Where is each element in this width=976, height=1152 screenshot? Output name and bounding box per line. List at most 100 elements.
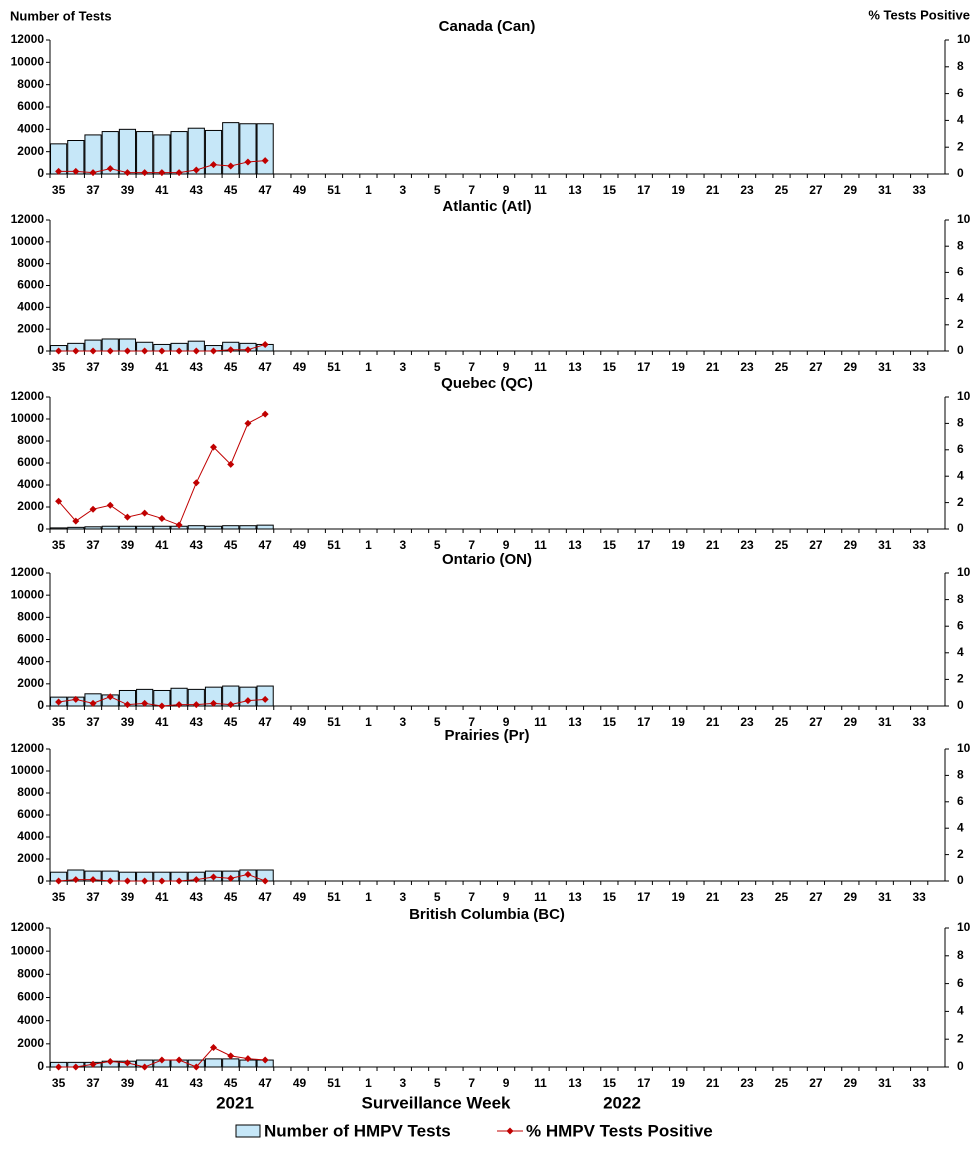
x-tick-label: 23 xyxy=(740,890,754,904)
point xyxy=(55,1063,63,1071)
x-tick-label: 19 xyxy=(672,715,686,729)
point xyxy=(192,1063,200,1071)
point xyxy=(175,1056,183,1064)
x-tick-label: 27 xyxy=(809,1076,823,1090)
x-tick-label: 31 xyxy=(878,360,892,374)
y2-tick-label: 8 xyxy=(957,768,964,782)
x-tick-label: 27 xyxy=(809,360,823,374)
x-tick-label: 11 xyxy=(534,360,547,374)
panel-title: Atlantic (Atl) xyxy=(442,198,531,215)
y2-tick-label: 10 xyxy=(957,212,971,226)
x-tick-label: 13 xyxy=(568,890,582,904)
point xyxy=(89,505,97,513)
y2-tick-label: 2 xyxy=(957,495,964,509)
y2-tick-label: 8 xyxy=(957,416,964,430)
x-tick-label: 43 xyxy=(190,715,204,729)
y-tick-label: 4000 xyxy=(17,829,44,843)
point xyxy=(210,1044,218,1052)
x-tick-label: 25 xyxy=(775,890,789,904)
point xyxy=(261,1056,269,1064)
x-tick-label: 31 xyxy=(878,183,892,197)
legend-marker xyxy=(506,1127,514,1135)
x-tick-label: 51 xyxy=(327,715,341,729)
x-tick-label: 9 xyxy=(503,183,510,197)
point xyxy=(106,877,114,885)
y-tick-label: 12000 xyxy=(11,389,45,403)
y-tick-label: 10000 xyxy=(11,234,45,248)
x-tick-label: 3 xyxy=(399,183,406,197)
x-tick-label: 27 xyxy=(809,890,823,904)
x-tick-label: 29 xyxy=(844,183,858,197)
x-tick-label: 43 xyxy=(190,538,204,552)
bar xyxy=(256,123,274,175)
y-tick-label: 8000 xyxy=(17,77,44,91)
bar xyxy=(170,131,188,175)
x-tick-label: 49 xyxy=(293,538,307,552)
point xyxy=(141,509,149,517)
y2-tick-label: 0 xyxy=(957,698,964,712)
y-tick-label: 12000 xyxy=(11,565,45,579)
point xyxy=(158,877,166,885)
x-tick-label: 1 xyxy=(365,360,372,374)
point xyxy=(192,701,200,709)
point xyxy=(210,161,218,169)
x-tick-label: 39 xyxy=(121,183,135,197)
x-tick-label: 23 xyxy=(740,183,754,197)
point xyxy=(175,169,183,177)
x-tick-label: 37 xyxy=(86,715,100,729)
y-tick-label: 6000 xyxy=(17,807,44,821)
x-tick-label: 51 xyxy=(327,183,341,197)
x-tick-label: 9 xyxy=(503,715,510,729)
y2-tick-label: 6 xyxy=(957,976,964,990)
point xyxy=(106,693,114,701)
x-tick-label: 17 xyxy=(637,183,651,197)
point xyxy=(158,702,166,710)
x-tick-label: 33 xyxy=(913,890,927,904)
x-tick-label: 15 xyxy=(603,183,617,197)
y2-tick-label: 2 xyxy=(957,672,964,686)
point xyxy=(158,514,166,522)
x-tick-label: 43 xyxy=(190,1076,204,1090)
x-tick-label: 51 xyxy=(327,1076,341,1090)
x-tick-label: 49 xyxy=(293,360,307,374)
panel-title: Quebec (QC) xyxy=(441,375,533,392)
y2-tick-label: 8 xyxy=(957,592,964,606)
y2-tick-label: 2 xyxy=(957,139,964,153)
y2-tick-label: 8 xyxy=(957,59,964,73)
x-tick-label: 43 xyxy=(190,360,204,374)
point xyxy=(158,169,166,177)
x-tick-label: 33 xyxy=(913,715,927,729)
x-tick-label: 35 xyxy=(52,183,66,197)
x-tick-label: 47 xyxy=(258,538,272,552)
y2-tick-label: 0 xyxy=(957,1059,964,1073)
x-tick-label: 7 xyxy=(468,538,475,552)
point xyxy=(227,460,235,468)
point xyxy=(175,521,183,529)
y-tick-label: 10000 xyxy=(11,411,45,425)
x-tick-label: 47 xyxy=(258,890,272,904)
y2-tick-label: 4 xyxy=(957,1004,964,1018)
bar xyxy=(84,134,102,175)
x-tick-label: 49 xyxy=(293,1076,307,1090)
y2-tick-label: 6 xyxy=(957,442,964,456)
legend-label: Number of HMPV Tests xyxy=(264,1121,451,1140)
y-tick-label: 12000 xyxy=(11,212,45,226)
point xyxy=(175,701,183,709)
x-tick-label: 27 xyxy=(809,715,823,729)
y-tick-label: 6000 xyxy=(17,278,44,292)
point xyxy=(106,347,114,355)
point xyxy=(210,347,218,355)
y2-tick-label: 6 xyxy=(957,794,964,808)
point xyxy=(89,876,97,884)
y-tick-label: 4000 xyxy=(17,477,44,491)
x-tick-label: 7 xyxy=(468,360,475,374)
y-tick-label: 2000 xyxy=(17,1036,44,1050)
x-tick-label: 41 xyxy=(155,538,169,552)
y-tick-label: 12000 xyxy=(11,741,45,755)
y-tick-label: 2000 xyxy=(17,851,44,865)
y-tick-label: 12000 xyxy=(11,920,45,934)
x-tick-label: 29 xyxy=(844,538,858,552)
x-tick-label: 31 xyxy=(878,715,892,729)
point xyxy=(244,697,252,705)
x-tick-label: 35 xyxy=(52,890,66,904)
